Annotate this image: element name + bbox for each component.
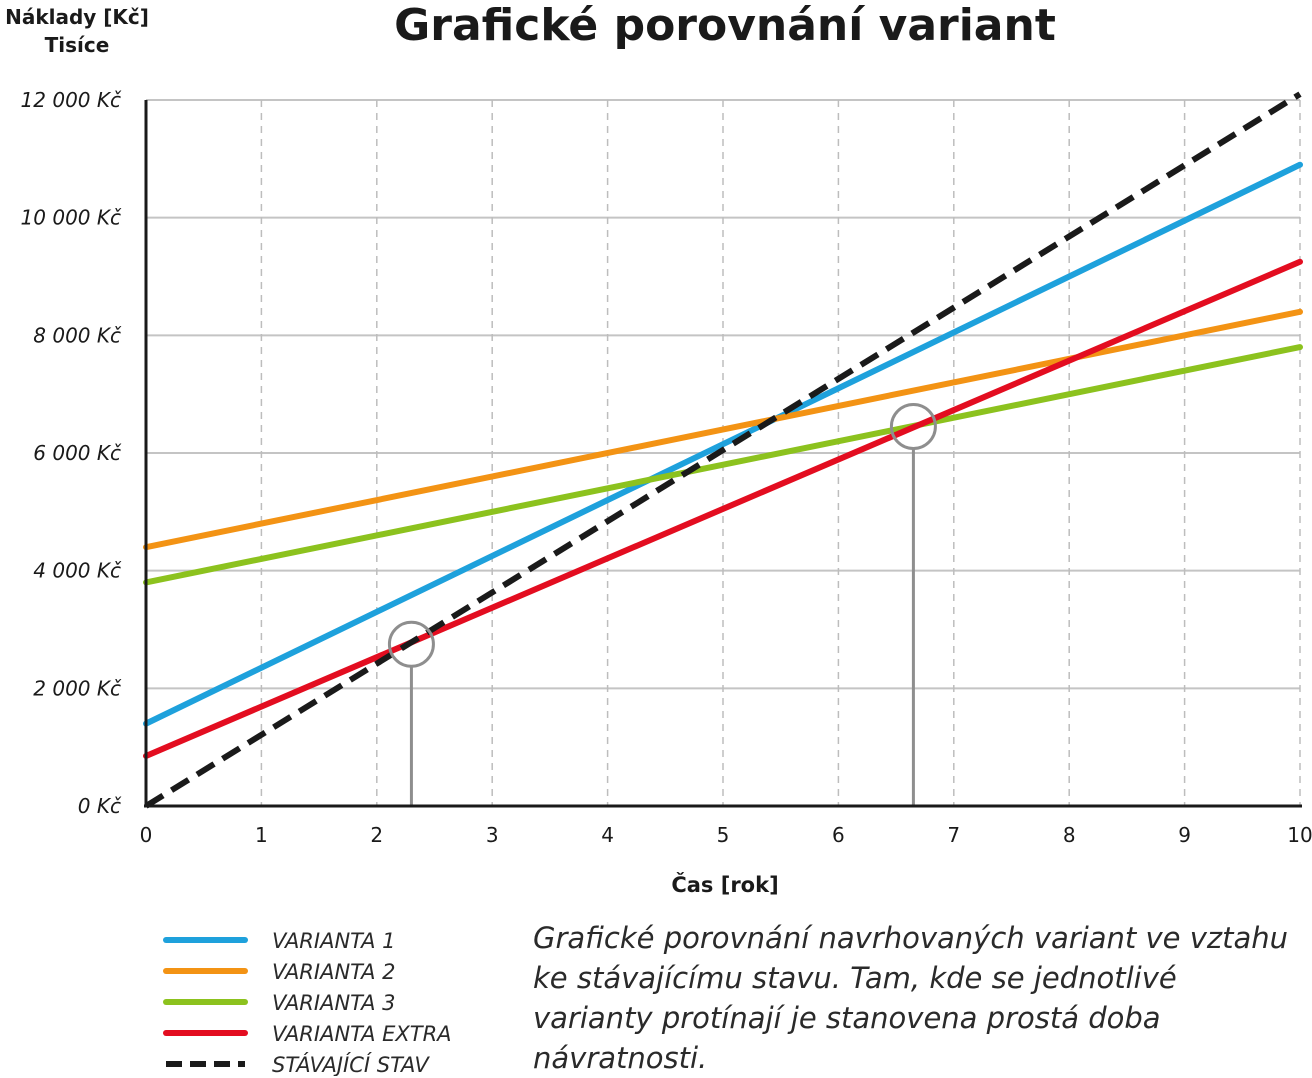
x-tick-label: 0 (140, 823, 153, 847)
intersection-markers (409, 448, 915, 806)
y-axis-label-line-1: Náklady [Kč] (5, 5, 149, 29)
series-line-4 (143, 258, 1303, 759)
x-tick-label: 1 (255, 823, 268, 847)
y-tick-label: 6 000 Kč (33, 441, 122, 465)
x-tick-label: 9 (1178, 823, 1191, 847)
x-tick-label: 2 (370, 823, 383, 847)
series-line-1 (143, 161, 1303, 727)
x-tick-label: 5 (717, 823, 730, 847)
x-axis-ticks: 0 1 2 3 4 5 6 7 8 9 10 (140, 823, 1312, 847)
x-tick-label: 6 (832, 823, 845, 847)
x-tick-label: 4 (601, 823, 614, 847)
y-tick-label: 10 000 Kč (21, 206, 122, 230)
series-line-3 (143, 344, 1303, 586)
chart-title: Grafické porovnání variant (394, 0, 1056, 51)
legend: VARIANTA 1 VARIANTA 2 VARIANTA 3 VARIANTA E… (163, 929, 452, 1076)
y-tick-label: 4 000 Kč (33, 559, 122, 583)
x-axis-label: Čas [rok] (671, 872, 778, 897)
y-tick-label: 12 000 Kč (21, 88, 122, 112)
intersection-circle (889, 403, 937, 451)
series-line-2 (143, 308, 1303, 551)
grid (146, 99, 1301, 806)
legend-label: VARIANTA 3 (272, 991, 395, 1015)
chart-note: Grafické porovnání navrhovaných variant … (533, 921, 1289, 1075)
x-tick-label: 8 (1063, 823, 1076, 847)
legend-label: VARIANTA 2 (272, 960, 395, 984)
series (143, 91, 1303, 809)
y-axis-ticks: 0 Kč 2 000 Kč 4 000 Kč 6 000 Kč 8 000 Kč 10 0… (21, 88, 122, 818)
y-tick-label: 2 000 Kč (33, 676, 122, 700)
y-tick-label: 0 Kč (78, 794, 122, 818)
x-tick-label: 10 (1287, 823, 1312, 847)
legend-label: VARIANTA EXTRA (272, 1022, 452, 1046)
legend-label: STÁVAJÍCÍ STAV (272, 1052, 430, 1076)
legend-label: VARIANTA 1 (272, 929, 395, 953)
y-axis-label-line-2: Tisíce (45, 33, 110, 57)
x-tick-label: 7 (947, 823, 960, 847)
series-line-5 (144, 91, 1302, 809)
y-tick-label: 8 000 Kč (33, 323, 122, 347)
x-tick-label: 3 (486, 823, 499, 847)
intersection-circle (387, 620, 435, 668)
